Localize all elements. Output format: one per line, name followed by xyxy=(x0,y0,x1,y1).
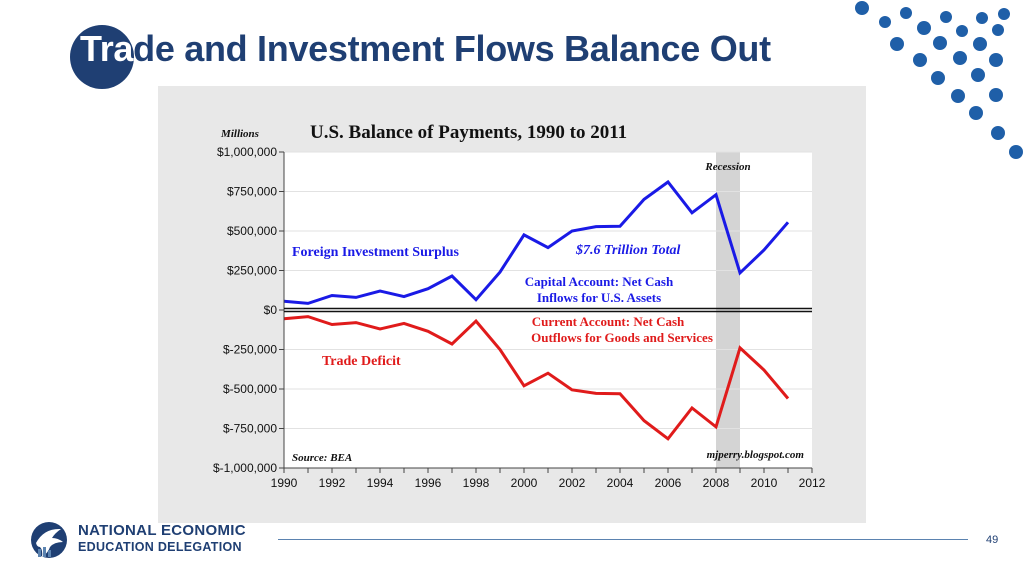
decorative-dot xyxy=(956,25,968,37)
page-number: 49 xyxy=(986,534,999,546)
y-tick-label: $-1,000,000 xyxy=(213,461,277,475)
decorative-dot xyxy=(953,51,967,65)
x-tick-label: 2000 xyxy=(511,476,538,490)
y-tick-label: $0 xyxy=(264,303,278,317)
decorative-dot xyxy=(917,21,931,35)
y-tick-label: $-250,000 xyxy=(223,343,277,357)
decorative-dot xyxy=(976,12,988,24)
title-circle xyxy=(70,25,134,89)
decorative-dot xyxy=(998,8,1010,20)
annotation-capital-line2: Inflows for U.S. Assets xyxy=(537,290,661,305)
recession-band xyxy=(716,152,740,468)
decorative-dot xyxy=(900,7,912,19)
x-tick-label: 2010 xyxy=(751,476,778,490)
decorative-dot xyxy=(989,88,1003,102)
annotation-current-line1: Current Account: Net Cash xyxy=(532,314,685,329)
y-tick-label: $250,000 xyxy=(227,264,277,278)
x-tick-label: 2006 xyxy=(655,476,682,490)
annotation-total: $7.6 Trillion Total xyxy=(575,243,680,258)
decorative-dot xyxy=(879,16,891,28)
decorative-dot-pattern xyxy=(855,1,1023,159)
tick-labels: $1,000,000 $750,000 $500,000 $250,000 $0 $-25… xyxy=(213,145,826,490)
axes xyxy=(279,151,813,473)
eagle-logo-icon xyxy=(31,522,67,558)
decorative-dot xyxy=(1009,145,1023,159)
decorative-dot xyxy=(969,106,983,120)
credit-note: mjperry.blogspot.com xyxy=(707,449,805,461)
y-tick-label: $-750,000 xyxy=(223,422,277,436)
logo-line-2: EDUCATION DELEGATION xyxy=(78,540,242,554)
annotation-trade-deficit: Trade Deficit xyxy=(322,354,401,369)
series-lines xyxy=(283,179,790,441)
x-tick-label: 2008 xyxy=(703,476,730,490)
need-logo: NATIONAL ECONOMIC EDUCATION DELEGATION xyxy=(30,519,270,561)
x-tick-label: 1994 xyxy=(367,476,394,490)
decorative-dot xyxy=(913,53,927,67)
y-axis-unit-label: Millions xyxy=(220,128,259,140)
deficit-line xyxy=(283,315,790,441)
decorative-dot xyxy=(992,24,1004,36)
slide-title: Trade and Investment Flows Balance Out xyxy=(80,28,771,70)
x-tick-label: 2004 xyxy=(607,476,634,490)
decorative-dot xyxy=(971,68,985,82)
y-tick-label: $750,000 xyxy=(227,185,277,199)
annotation-capital-line1: Capital Account: Net Cash xyxy=(525,274,674,289)
surplus-line xyxy=(283,179,790,305)
x-tick-label: 2002 xyxy=(559,476,586,490)
decorative-dot xyxy=(931,71,945,85)
footer-divider xyxy=(278,539,968,540)
annotation-current-line2: Outflows for Goods and Services xyxy=(531,330,713,345)
logo-line-1: NATIONAL ECONOMIC xyxy=(78,522,246,539)
x-tick-label: 1992 xyxy=(319,476,346,490)
balance-of-payments-chart: $1,000,000 $750,000 $500,000 $250,000 $0 $-25… xyxy=(213,122,826,490)
x-tick-label: 1996 xyxy=(415,476,442,490)
y-tick-label: $-500,000 xyxy=(223,382,277,396)
recession-label: Recession xyxy=(704,161,750,173)
y-tick-label: $500,000 xyxy=(227,224,277,238)
x-tick-label: 1990 xyxy=(271,476,298,490)
decorative-dot xyxy=(940,11,952,23)
gridlines xyxy=(284,151,812,429)
y-tick-label: $1,000,000 xyxy=(217,145,277,159)
x-tick-label: 2012 xyxy=(799,476,826,490)
x-tick-label: 1998 xyxy=(463,476,490,490)
decorative-dot xyxy=(855,1,869,15)
annotation-surplus: Foreign Investment Surplus xyxy=(292,245,460,260)
chart-panel: $1,000,000 $750,000 $500,000 $250,000 $0 $-25… xyxy=(158,86,866,523)
decorative-dot xyxy=(890,37,904,51)
decorative-dot xyxy=(973,37,987,51)
decorative-dot xyxy=(991,126,1005,140)
slide-title-prefix: Tra xyxy=(80,28,134,69)
decorative-dot xyxy=(933,36,947,50)
source-note: Source: BEA xyxy=(292,452,352,464)
decorative-dot xyxy=(989,53,1003,67)
decorative-dot xyxy=(951,89,965,103)
chart-title: U.S. Balance of Payments, 1990 to 2011 xyxy=(310,122,627,143)
slide-title-rest: de and Investment Flows Balance Out xyxy=(133,28,771,69)
